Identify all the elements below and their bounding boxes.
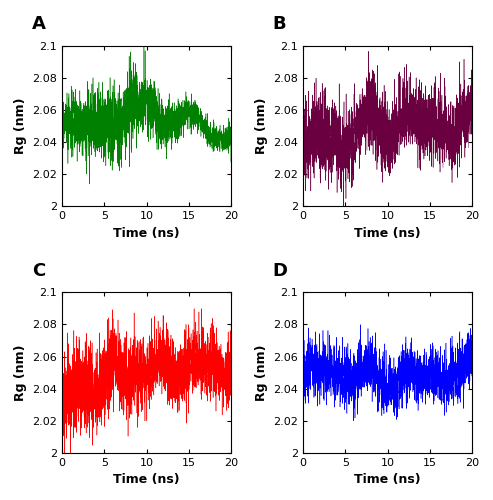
X-axis label: Time (ns): Time (ns) (354, 226, 421, 239)
X-axis label: Time (ns): Time (ns) (113, 473, 180, 486)
Y-axis label: Rg (nm): Rg (nm) (14, 344, 27, 401)
Text: B: B (273, 15, 286, 33)
Text: D: D (273, 262, 288, 280)
Y-axis label: Rg (nm): Rg (nm) (14, 98, 27, 154)
Text: C: C (32, 262, 45, 280)
Y-axis label: Rg (nm): Rg (nm) (255, 98, 268, 154)
Y-axis label: Rg (nm): Rg (nm) (255, 344, 268, 401)
X-axis label: Time (ns): Time (ns) (354, 473, 421, 486)
X-axis label: Time (ns): Time (ns) (113, 226, 180, 239)
Text: A: A (32, 15, 46, 33)
